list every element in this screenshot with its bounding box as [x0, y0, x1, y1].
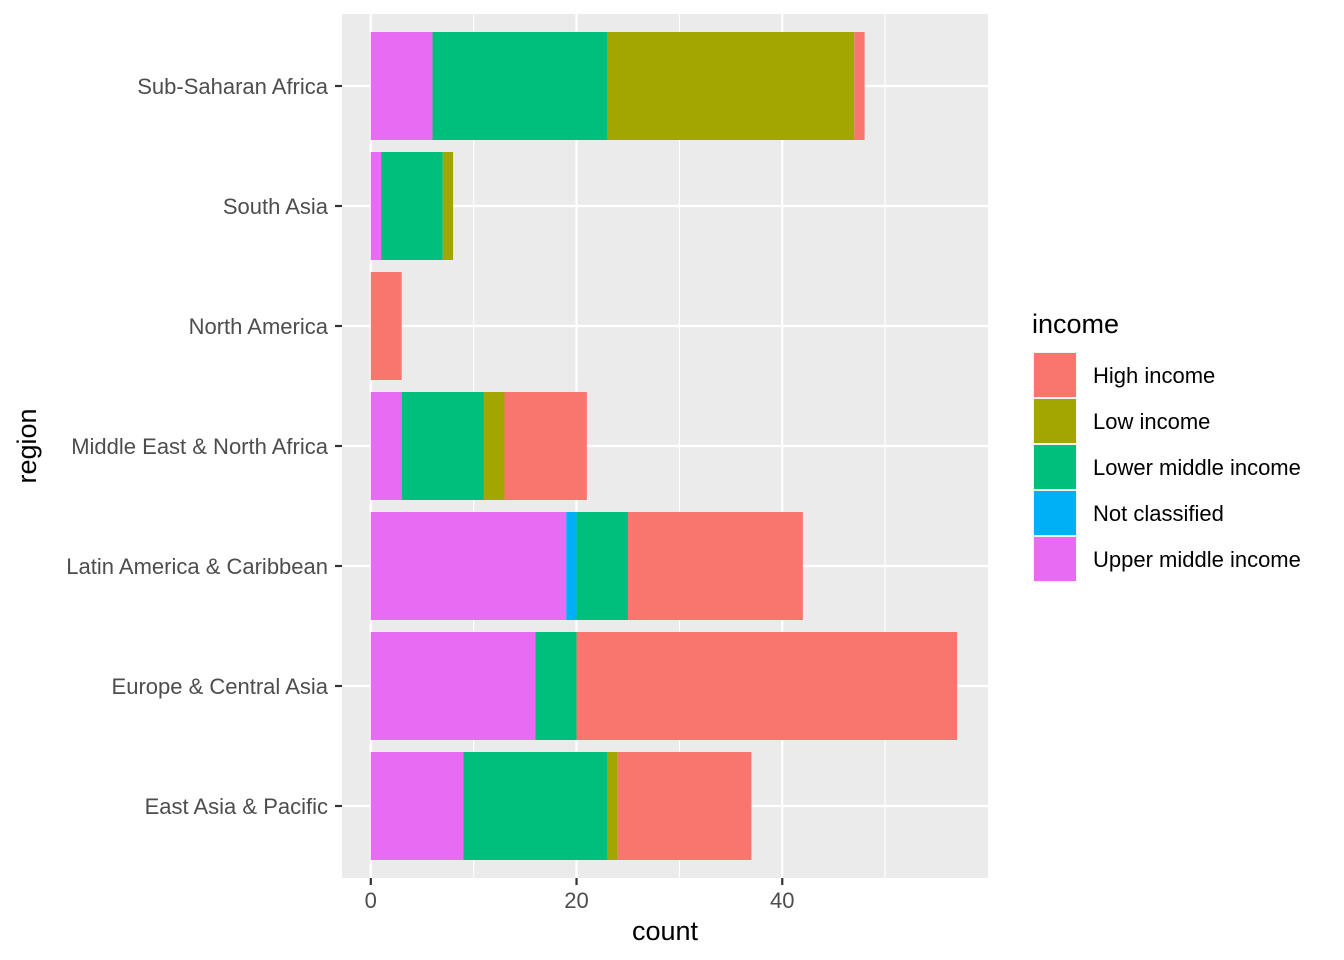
y-tick-label: South Asia — [223, 194, 329, 219]
legend-label: Low income — [1093, 409, 1210, 434]
y-tick-label: Middle East & North Africa — [71, 434, 329, 459]
y-tick-label: North America — [189, 314, 329, 339]
bar-lower-middle-income-south-asia — [381, 152, 443, 260]
x-tick-label: 20 — [564, 888, 588, 913]
bar-low-income-sub-saharan-africa — [607, 32, 855, 140]
bar-low-income-south-asia — [442, 152, 454, 260]
legend-title: income — [1032, 309, 1119, 339]
bar-not-classified-latin-america-caribbean — [566, 512, 577, 620]
bar-high-income-north-america — [370, 272, 402, 380]
bar-upper-middle-income-east-asia-pacific — [370, 752, 464, 860]
bar-low-income-middle-east-north-africa — [483, 392, 505, 500]
legend-label: Lower middle income — [1093, 455, 1301, 480]
bar-low-income-east-asia-pacific — [607, 752, 618, 860]
bar-high-income-latin-america-caribbean — [627, 512, 803, 620]
legend-swatch — [1034, 353, 1076, 397]
legend-label: High income — [1093, 363, 1215, 388]
legend-swatch — [1034, 491, 1076, 535]
bar-lower-middle-income-europe-central-asia — [535, 632, 577, 740]
y-axis-title: region — [12, 408, 42, 483]
bar-lower-middle-income-east-asia-pacific — [463, 752, 608, 860]
x-axis: 0 20 40 — [365, 878, 795, 913]
y-tick-label: Europe & Central Asia — [112, 674, 329, 699]
bar-upper-middle-income-sub-saharan-africa — [370, 32, 433, 140]
bars — [370, 32, 958, 860]
bar-high-income-east-asia-pacific — [617, 752, 752, 860]
x-tick-label: 0 — [365, 888, 377, 913]
bar-high-income-middle-east-north-africa — [504, 392, 587, 500]
legend: income High income Low income Lower middle… — [1032, 309, 1301, 582]
bar-lower-middle-income-latin-america-caribbean — [576, 512, 628, 620]
legend-swatch — [1034, 537, 1076, 581]
bar-upper-middle-income-south-asia — [370, 152, 382, 260]
bar-high-income-sub-saharan-africa — [854, 32, 865, 140]
bar-lower-middle-income-middle-east-north-africa — [401, 392, 484, 500]
legend-swatch — [1034, 399, 1076, 443]
bar-high-income-europe-central-asia — [576, 632, 958, 740]
y-tick-label: Latin America & Caribbean — [66, 554, 328, 579]
bar-lower-middle-income-sub-saharan-africa — [432, 32, 608, 140]
y-tick-label: East Asia & Pacific — [145, 794, 328, 819]
x-axis-title: count — [632, 916, 699, 946]
bar-upper-middle-income-latin-america-caribbean — [370, 512, 567, 620]
y-axis: East Asia & Pacific Europe & Central Asia… — [66, 74, 342, 819]
legend-label: Upper middle income — [1093, 547, 1301, 572]
x-tick-label: 40 — [770, 888, 794, 913]
bar-upper-middle-income-europe-central-asia — [370, 632, 536, 740]
bar-upper-middle-income-middle-east-north-africa — [370, 392, 402, 500]
legend-label: Not classified — [1093, 501, 1224, 526]
legend-swatch — [1034, 445, 1076, 489]
y-tick-label: Sub-Saharan Africa — [137, 74, 329, 99]
